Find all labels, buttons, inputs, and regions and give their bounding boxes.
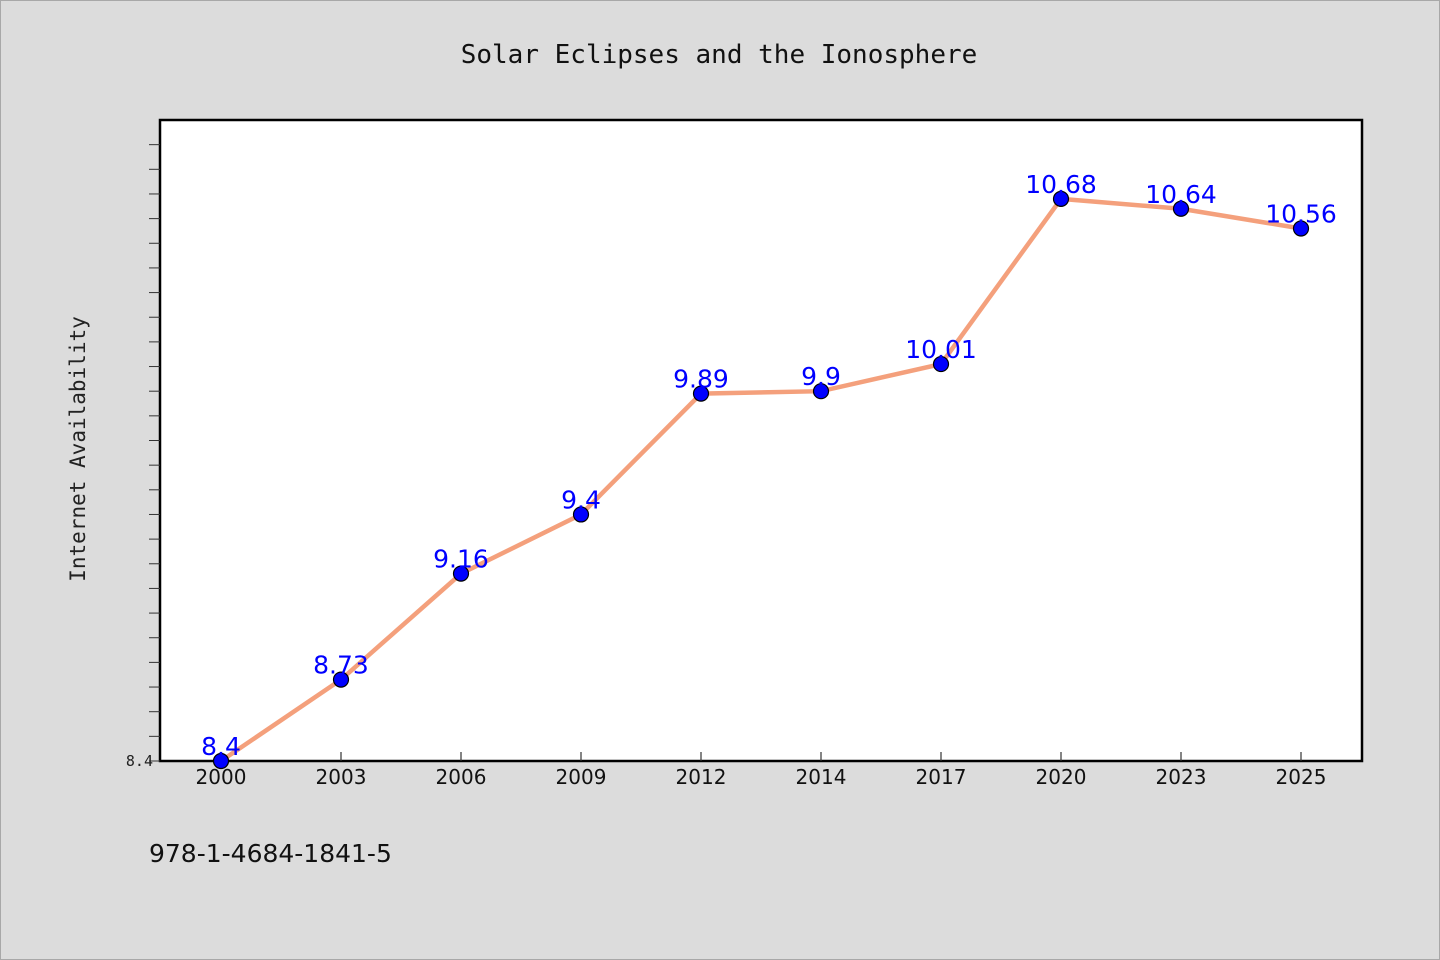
isbn-label: 978-1-4684-1841-5 <box>149 839 392 868</box>
series-line <box>219 196 1302 763</box>
data-point <box>212 752 230 770</box>
data-point <box>812 383 830 400</box>
series-layer: 8.4 8.73 9.16 9.4 9.89 9.9 10.01 10.68 10.64 10.5… <box>201 170 1337 770</box>
y-axis-ticks: 8.4 <box>126 144 160 770</box>
data-point <box>932 355 950 373</box>
x-tick-label: 2014 <box>796 765 847 789</box>
y-tick-label: 8.4 <box>126 752 153 770</box>
x-tick-label: 2023 <box>1156 765 1207 789</box>
x-axis-ticks: 2000 2003 2006 2009 2012 2014 2017 2020 2023 2025 <box>196 752 1327 789</box>
x-tick-label: 2003 <box>316 765 367 789</box>
plot-area <box>158 118 1364 763</box>
data-label: 10.68 <box>1025 170 1097 199</box>
x-tick-label: 2017 <box>916 765 967 789</box>
data-point <box>332 671 350 688</box>
x-tick-label: 2012 <box>676 765 727 789</box>
x-tick-label: 2025 <box>1276 765 1327 789</box>
data-label: 8.4 <box>201 732 241 761</box>
data-label: 9.89 <box>673 365 729 394</box>
data-label: 9.9 <box>801 362 841 391</box>
data-point <box>1052 190 1070 207</box>
data-point <box>572 506 590 523</box>
data-point <box>452 565 470 582</box>
data-label: 9.4 <box>561 485 601 514</box>
data-point <box>1172 200 1190 217</box>
data-label: 8.73 <box>313 651 369 680</box>
x-tick-label: 2009 <box>556 765 607 789</box>
x-tick-label: 2006 <box>436 765 487 789</box>
data-point <box>1292 220 1310 237</box>
data-label: 10.01 <box>905 335 977 364</box>
data-label: 9.16 <box>433 545 489 574</box>
data-label: 10.64 <box>1145 180 1217 209</box>
x-tick-label: 2020 <box>1036 765 1087 789</box>
data-label: 10.56 <box>1265 199 1337 228</box>
data-point <box>692 385 710 402</box>
chart-title: Solar Eclipses and the Ionosphere <box>461 40 978 70</box>
y-axis-label: Internet Availability <box>66 316 90 582</box>
